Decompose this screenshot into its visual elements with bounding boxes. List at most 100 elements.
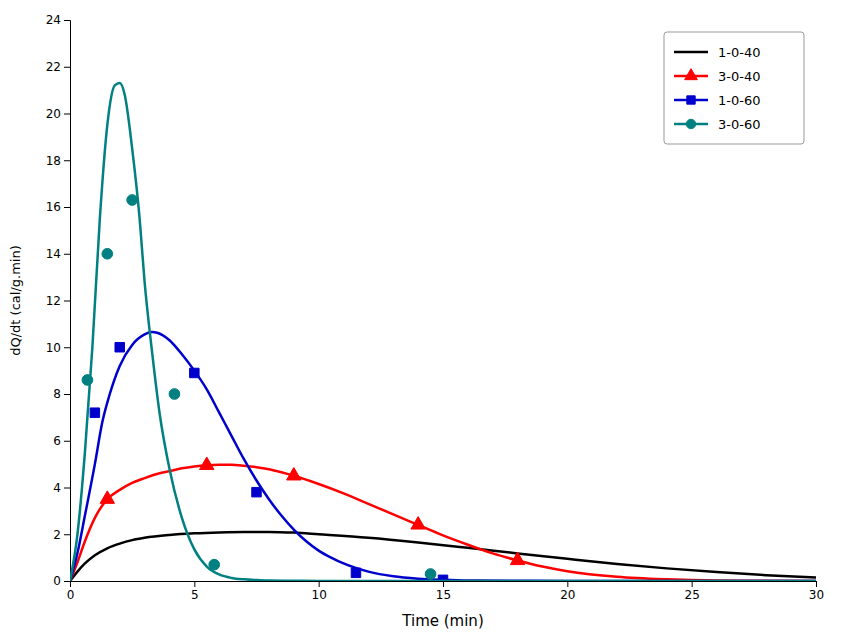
marker — [190, 368, 199, 377]
tick: 10 — [312, 581, 327, 602]
tick-label: 14 — [46, 247, 61, 261]
tick: 12 — [46, 294, 70, 308]
marker — [102, 248, 113, 259]
legend-label: 3-0-40 — [718, 69, 760, 84]
series-line — [70, 532, 816, 581]
tick-mark — [64, 160, 70, 161]
tick: 6 — [53, 434, 70, 448]
tick-mark — [64, 394, 70, 395]
tick-mark — [64, 301, 70, 302]
legend-item: 1-0-40 — [674, 45, 760, 60]
y-axis: 024681012141618202224 — [46, 13, 71, 588]
tick-mark — [64, 114, 70, 115]
marker — [100, 491, 114, 503]
tick-label: 0 — [53, 574, 61, 588]
tick-mark — [64, 534, 70, 535]
tick-label: 15 — [436, 588, 451, 602]
tick-label: 20 — [46, 107, 61, 121]
tick: 20 — [46, 107, 70, 121]
tick: 30 — [809, 581, 824, 602]
marker — [351, 568, 360, 577]
tick-mark — [443, 581, 444, 587]
marker — [82, 375, 93, 386]
tick-label: 22 — [46, 60, 61, 74]
tick: 0 — [67, 581, 75, 602]
legend-label: 1-0-60 — [718, 93, 760, 108]
tick-mark — [319, 581, 320, 587]
tick: 24 — [46, 13, 70, 27]
legend-item: 3-0-60 — [674, 117, 760, 132]
tick-mark — [64, 488, 70, 489]
legend-symbol — [687, 96, 695, 104]
marker — [252, 487, 261, 496]
tick: 20 — [560, 581, 575, 602]
legend-symbol — [686, 119, 695, 128]
marker — [425, 569, 436, 580]
tick-label: 12 — [46, 294, 61, 308]
tick-mark — [64, 254, 70, 255]
marker — [127, 195, 138, 206]
marker — [510, 552, 524, 564]
legend: 1-0-40 3-0-40 1-0-60 3-0-60 — [664, 32, 804, 144]
marker — [200, 457, 214, 469]
tick: 8 — [53, 387, 70, 401]
tick-mark — [692, 581, 693, 587]
tick-mark — [64, 347, 70, 348]
plot: 051015202530024681012141618202224Time (m… — [8, 13, 824, 630]
series-line — [70, 332, 816, 581]
tick-label: 18 — [46, 154, 61, 168]
tick-mark — [816, 581, 817, 587]
tick: 14 — [46, 247, 70, 261]
legend-label: 3-0-60 — [718, 117, 760, 132]
marker — [287, 467, 301, 479]
tick-label: 4 — [53, 481, 61, 495]
tick-label: 10 — [46, 341, 61, 355]
legend-symbol — [685, 69, 698, 80]
x-axis: 0 5 10 15 20 25 30 — [67, 581, 824, 602]
marker — [169, 389, 180, 400]
tick: 2 — [53, 528, 70, 542]
tick-mark — [64, 67, 70, 68]
legend-item: 3-0-40 — [674, 69, 760, 84]
legend-box — [664, 32, 804, 144]
legend-item: 1-0-60 — [674, 93, 760, 108]
axis-line — [64, 21, 71, 582]
tick-label: 30 — [809, 588, 824, 602]
tick: 5 — [191, 581, 199, 602]
series-line — [70, 465, 816, 581]
tick: 16 — [46, 200, 70, 214]
tick: 15 — [436, 581, 451, 602]
tick-mark — [64, 20, 70, 21]
x-axis-title: Time (min) — [401, 612, 483, 630]
legend-line — [674, 51, 708, 54]
tick-label: 0 — [67, 588, 75, 602]
tick: 4 — [53, 481, 70, 495]
tick: 0 — [53, 574, 70, 588]
chart: 051015202530024681012141618202224Time (m… — [0, 0, 841, 641]
tick-mark — [64, 441, 70, 442]
tick: 18 — [46, 154, 70, 168]
marker — [209, 559, 220, 570]
marker — [90, 408, 99, 417]
marker — [411, 517, 425, 529]
series-line — [70, 83, 816, 581]
marks — [70, 83, 816, 581]
tick-label: 10 — [312, 588, 327, 602]
tick-mark — [64, 581, 70, 582]
tick-mark — [64, 207, 70, 208]
tick-label: 16 — [46, 200, 61, 214]
tick-label: 8 — [53, 387, 61, 401]
tick-label: 20 — [560, 588, 575, 602]
tick-label: 2 — [53, 528, 61, 542]
axis-line — [71, 582, 817, 588]
marker — [115, 343, 124, 352]
tick-mark — [567, 581, 568, 587]
tick-label: 24 — [46, 13, 61, 27]
tick-label: 25 — [685, 588, 700, 602]
tick: 22 — [46, 60, 70, 74]
y-axis-title: dQ/dt (cal/g.min) — [8, 245, 23, 356]
tick: 25 — [685, 581, 700, 602]
tick-label: 5 — [191, 588, 199, 602]
tick: 10 — [46, 341, 70, 355]
tick-mark — [194, 581, 195, 587]
